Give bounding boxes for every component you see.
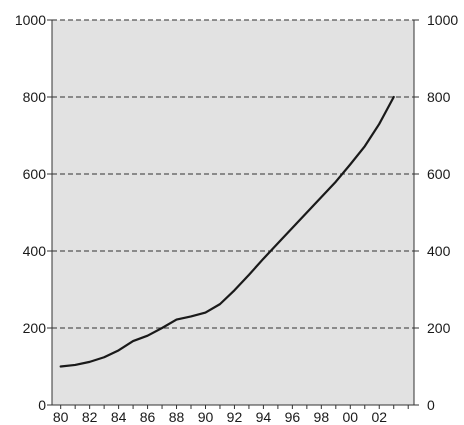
x-tick-label: 96 bbox=[285, 409, 301, 425]
x-tick-label: 90 bbox=[198, 409, 214, 425]
y-tick-label-right: 200 bbox=[427, 320, 451, 336]
x-tick-label: 84 bbox=[111, 409, 127, 425]
y-tick-label-left: 600 bbox=[23, 166, 47, 182]
y-tick-label-right: 600 bbox=[427, 166, 451, 182]
y-tick-label-left: 400 bbox=[23, 243, 47, 259]
x-tick-label: 98 bbox=[314, 409, 330, 425]
x-tick-label: 86 bbox=[140, 409, 156, 425]
x-tick-label: 80 bbox=[53, 409, 69, 425]
x-tick-label: 82 bbox=[82, 409, 98, 425]
gridlines bbox=[52, 19, 414, 329]
x-tick-label: 00 bbox=[342, 409, 358, 425]
y-tick-label-left: 200 bbox=[23, 320, 47, 336]
series-line bbox=[59, 95, 395, 368]
y-tick-label-right: 0 bbox=[427, 397, 435, 413]
y-tick-label-left: 800 bbox=[23, 89, 47, 105]
plot-background bbox=[52, 20, 414, 405]
y-tick-label-left: 1000 bbox=[15, 12, 46, 28]
y-tick-label-right: 1000 bbox=[427, 12, 458, 28]
x-tick-label: 92 bbox=[227, 409, 243, 425]
y-tick-label-left: 0 bbox=[38, 397, 46, 413]
y-tick-label-right: 400 bbox=[427, 243, 451, 259]
x-tick-label: 88 bbox=[169, 409, 185, 425]
axis-ticks bbox=[47, 19, 419, 409]
x-tick-label: 02 bbox=[371, 409, 387, 425]
y-tick-label-right: 800 bbox=[427, 89, 451, 105]
x-tick-label: 94 bbox=[256, 409, 272, 425]
